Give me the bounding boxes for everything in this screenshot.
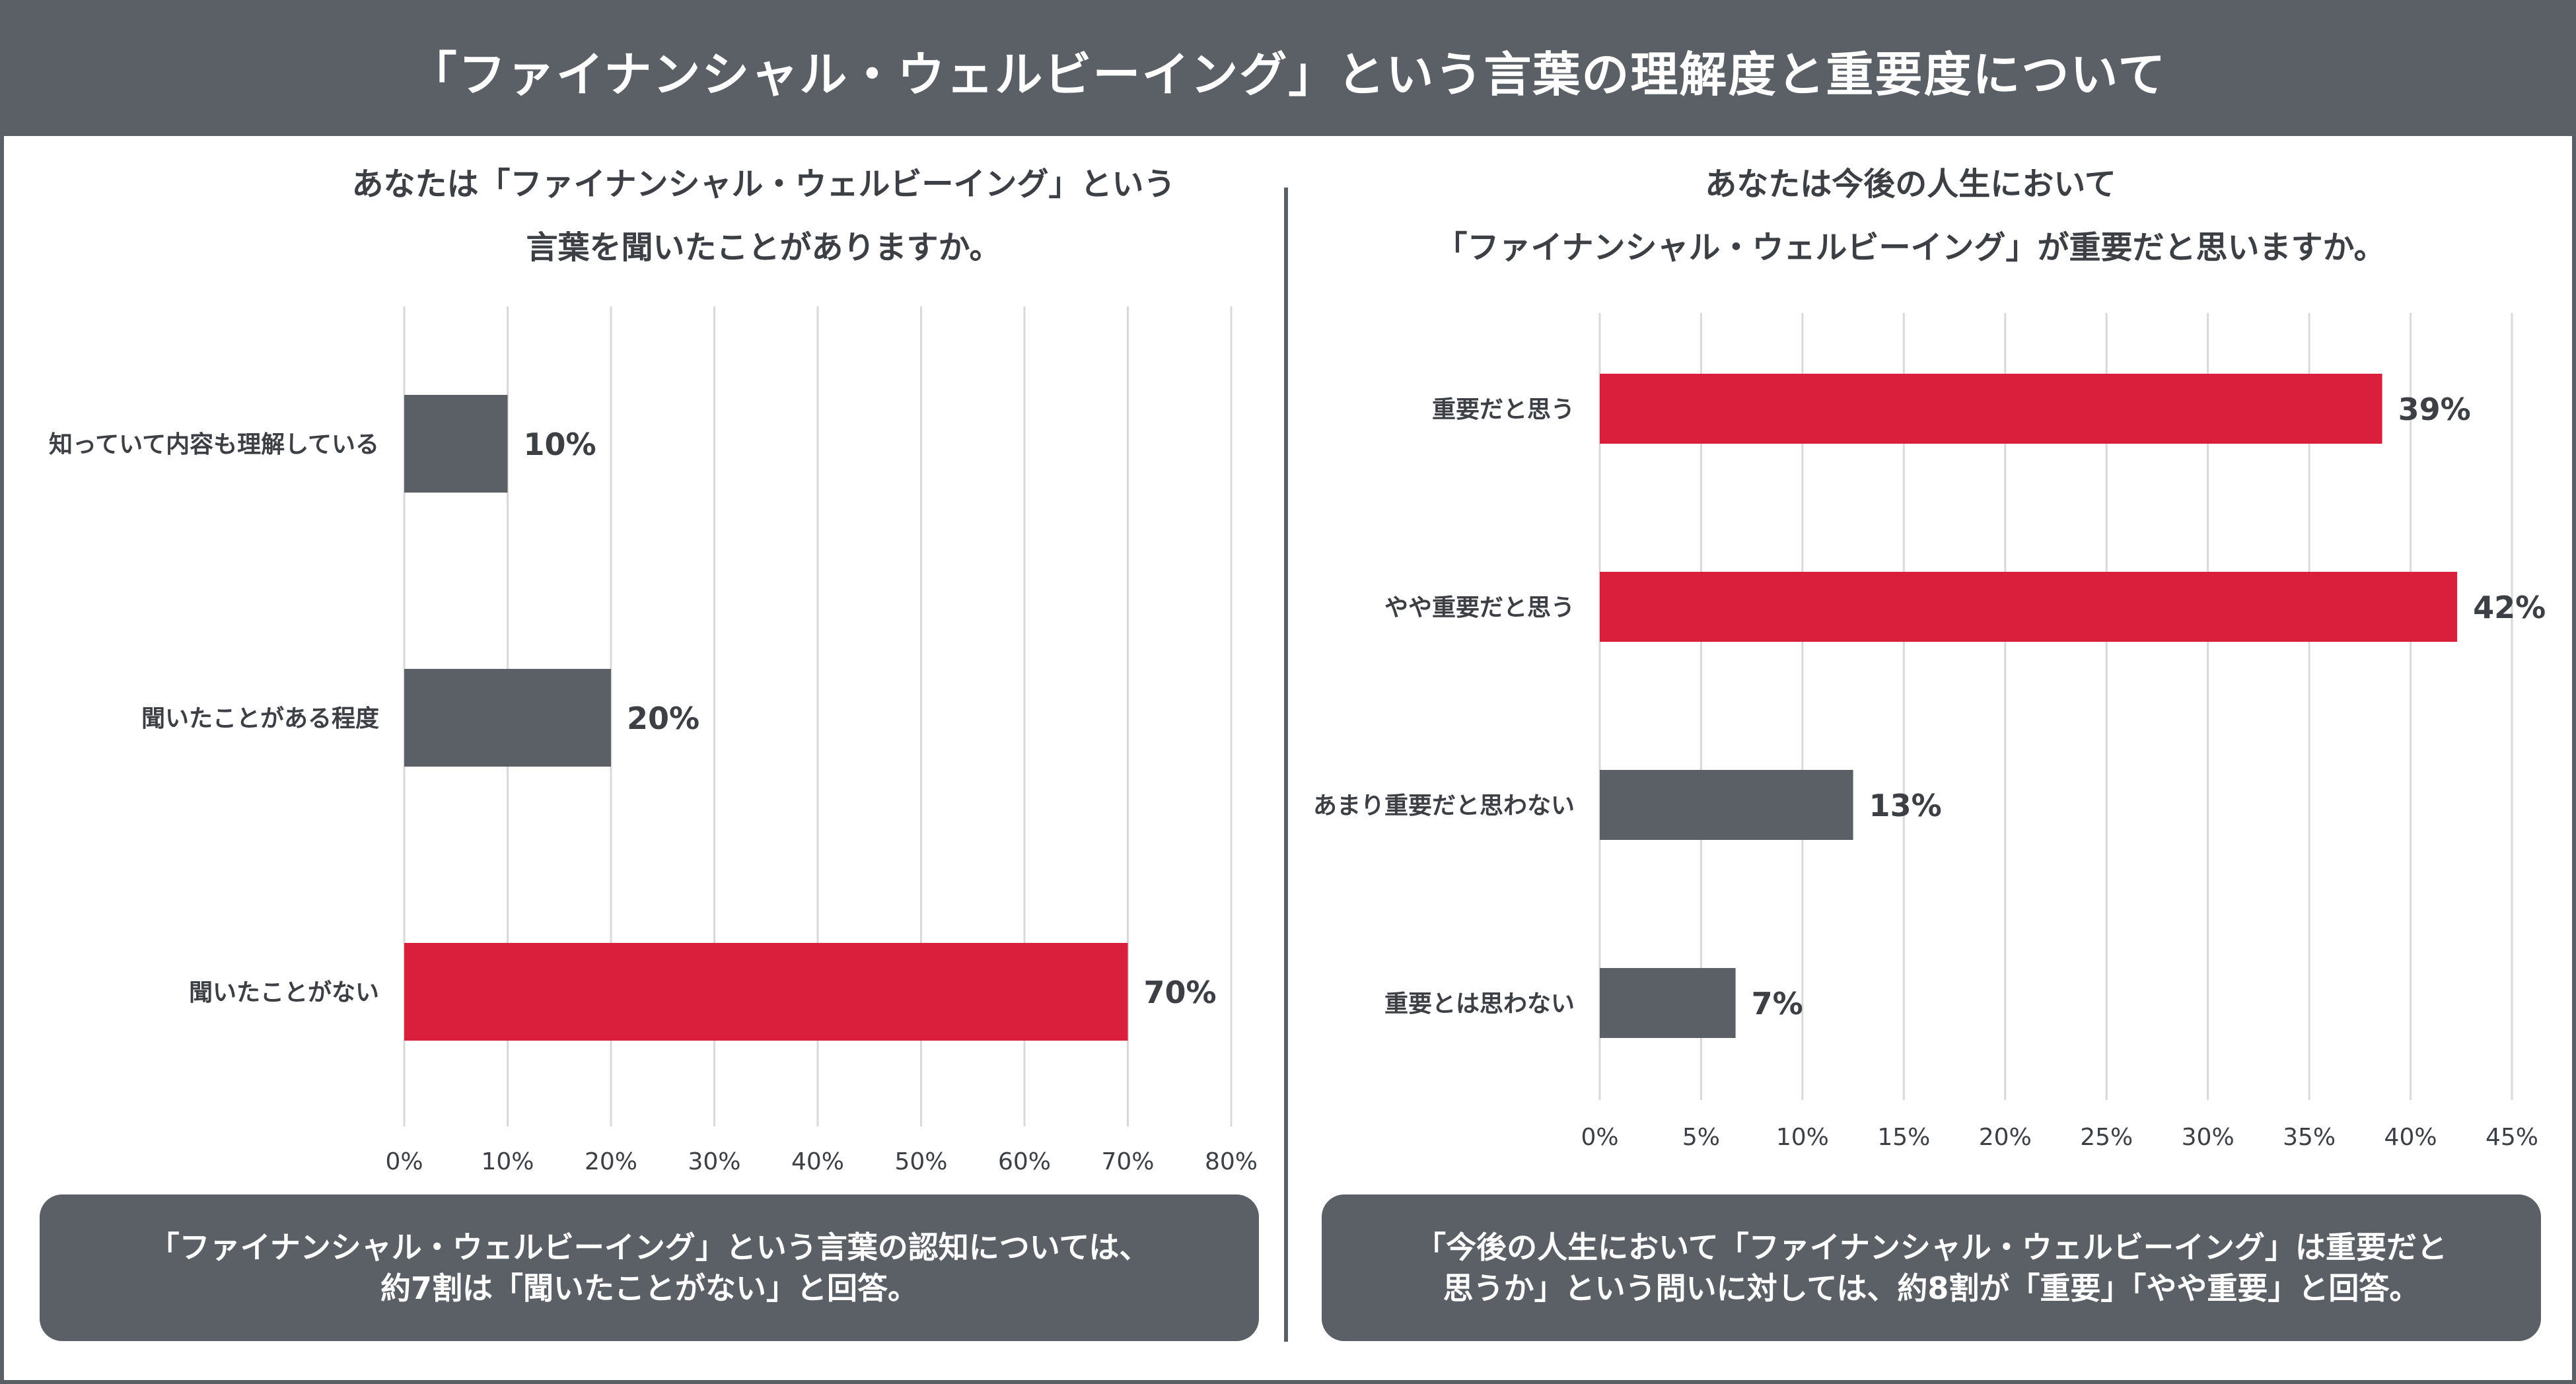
awareness-chart: 0% 10% 20% 30% 40% 50% 60% 70% 80% 知っていて内容も理解している…	[49, 306, 1258, 1175]
charts-canvas: 0% 10% 20% 30% 40% 50% 60% 70% 80% 知っていて内容も理解している…	[49, 306, 2546, 1175]
right-summary-line1: 「今後の人生において「ファイナンシャル・ウェルビーイング」は重要だと	[1415, 1229, 2447, 1265]
right-question: あなたは今後の人生において 「ファイナンシャル・ウェルビーイング」が重要だと思い…	[1288, 153, 2533, 279]
category-label: 重要だと思う	[1432, 396, 1575, 423]
right-question-line2: 「ファイナンシャル・ウェルビーイング」が重要だと思いますか。	[1435, 229, 2386, 266]
category-label: 知っていて内容も理解している	[49, 431, 379, 458]
panel-divider	[1284, 188, 1288, 1342]
x-tick-label: 10%	[481, 1148, 534, 1175]
x-tick-label: 40%	[2384, 1124, 2437, 1151]
bar	[1600, 572, 2458, 642]
bar	[1600, 968, 1736, 1038]
category-label: 聞いたことがない	[189, 979, 379, 1006]
data-label: 10%	[524, 427, 596, 462]
bar	[404, 395, 508, 493]
x-tick-label: 15%	[1877, 1124, 1930, 1151]
category-label: 聞いたことがある程度	[141, 705, 379, 732]
x-tick-label: 40%	[791, 1148, 844, 1175]
left-question: あなたは「ファイナンシャル・ウェルビーイング」という 言葉を聞いたことがあります…	[44, 153, 1484, 279]
left-question-line1: あなたは「ファイナンシャル・ウェルビーイング」という	[351, 166, 1176, 203]
left-question-line2: 言葉を聞いたことがありますか。	[526, 229, 1001, 266]
x-tick-label: 80%	[1205, 1148, 1258, 1175]
left-summary-line1: 「ファイナンシャル・ウェルビーイング」という言葉の認知については、	[149, 1229, 1150, 1265]
x-tick-label: 70%	[1101, 1148, 1154, 1175]
data-label: 39%	[2398, 392, 2471, 427]
bar	[404, 943, 1128, 1041]
x-tick-label: 50%	[894, 1148, 947, 1175]
x-tick-label: 0%	[385, 1148, 423, 1175]
bar	[404, 669, 611, 767]
data-label: 13%	[1869, 788, 1942, 823]
category-label: 重要とは思わない	[1384, 990, 1575, 1018]
x-tick-label: 30%	[688, 1148, 740, 1175]
right-question-line1: あなたは今後の人生において	[1705, 166, 2116, 203]
x-tick-label: 10%	[1776, 1124, 1829, 1151]
x-tick-label: 35%	[2283, 1124, 2336, 1151]
x-tick-label: 20%	[585, 1148, 637, 1175]
x-tick-label: 60%	[998, 1148, 1051, 1175]
data-label: 7%	[1752, 986, 1803, 1021]
x-tick-label: 25%	[2080, 1124, 2133, 1151]
data-label: 70%	[1144, 975, 1217, 1010]
left-summary-box: 「ファイナンシャル・ウェルビーイング」という言葉の認知については、 約7割は「聞…	[40, 1194, 1259, 1341]
right-summary-line2: 思うか」という問いに対しては、約8割が「重要」「やや重要」と回答。	[1443, 1270, 2420, 1306]
x-tick-label: 0%	[1581, 1124, 1618, 1151]
category-label: あまり重要だと思わない	[1313, 792, 1575, 819]
bar	[1600, 770, 1853, 840]
x-tick-label: 5%	[1682, 1124, 1720, 1151]
data-label: 20%	[627, 701, 699, 736]
left-summary-line2: 約7割は「聞いたことがない」と回答。	[380, 1270, 918, 1306]
x-tick-label: 30%	[2182, 1124, 2235, 1151]
page-title: 「ファイナンシャル・ウェルビーイング」という言葉の理解度と重要度について	[4, 4, 2572, 136]
x-tick-label: 45%	[2486, 1124, 2538, 1151]
category-label: やや重要だと思う	[1384, 594, 1575, 621]
bar	[1600, 374, 2382, 444]
x-tick-label: 20%	[1979, 1124, 2032, 1151]
importance-chart: 0% 5% 10% 15% 20% 25% 30% 35% 40% 45% 重要だと思う 39% やや重…	[1313, 313, 2546, 1151]
right-summary-box: 「今後の人生において「ファイナンシャル・ウェルビーイング」は重要だと 思うか」と…	[1322, 1194, 2541, 1341]
data-label: 42%	[2473, 590, 2546, 625]
